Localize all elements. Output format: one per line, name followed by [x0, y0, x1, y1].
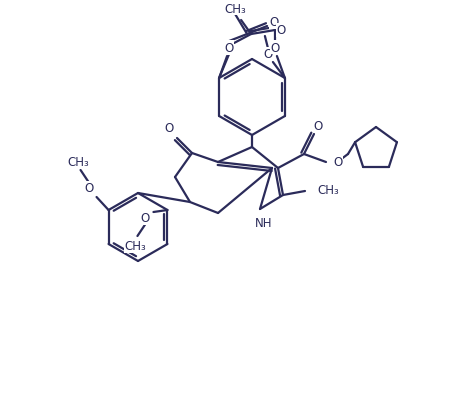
- Text: O: O: [270, 41, 280, 54]
- Text: NH: NH: [255, 217, 273, 230]
- Text: O: O: [141, 212, 150, 225]
- Text: O: O: [224, 43, 234, 55]
- Text: O: O: [276, 24, 286, 37]
- Text: O: O: [333, 156, 342, 169]
- Text: CH₃: CH₃: [124, 240, 146, 253]
- Text: O: O: [270, 17, 279, 30]
- Text: CH₃: CH₃: [317, 183, 339, 196]
- Text: O: O: [84, 182, 93, 195]
- Text: O: O: [164, 121, 173, 134]
- Text: CH₃: CH₃: [68, 156, 89, 169]
- Text: O: O: [313, 119, 323, 132]
- Text: O: O: [224, 41, 234, 54]
- Text: CH₃: CH₃: [224, 2, 246, 15]
- Text: O: O: [263, 48, 272, 61]
